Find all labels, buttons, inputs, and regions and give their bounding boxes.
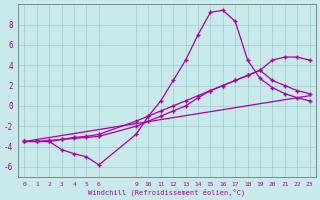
X-axis label: Windchill (Refroidissement éolien,°C): Windchill (Refroidissement éolien,°C) [88, 188, 246, 196]
